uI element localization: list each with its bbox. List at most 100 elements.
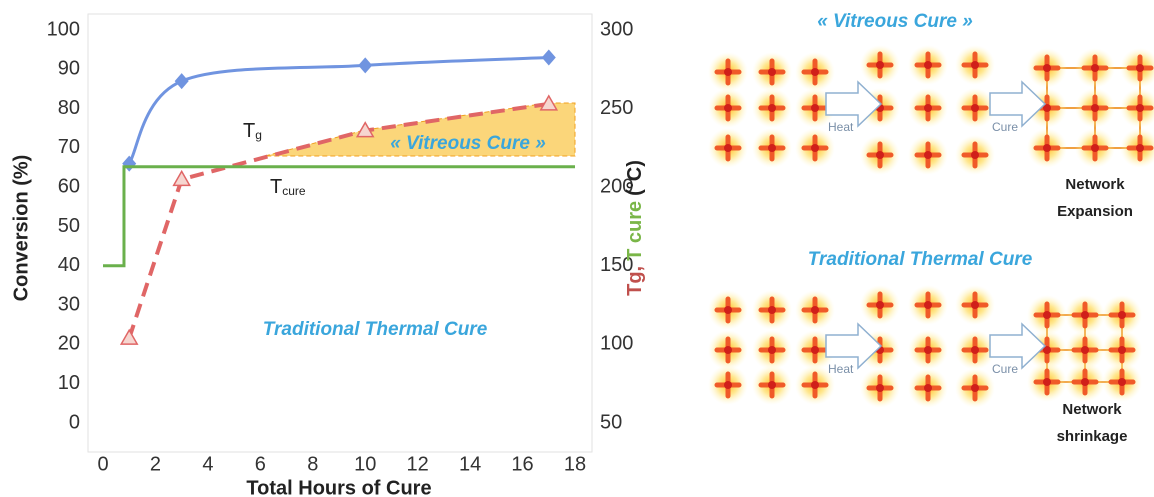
annotation-base: T [270,176,282,198]
y2-tick-label: 100 [600,333,633,355]
x-tick-label: 18 [564,453,586,475]
node-core [768,144,776,152]
y2-axis-title: Tg, T cure (°C) [624,160,646,296]
node-core [724,346,732,354]
series-line [127,101,550,339]
node-core [1043,144,1051,152]
node-core [811,68,819,76]
node-core [1043,378,1051,386]
node-core [971,301,979,309]
node-core [724,144,732,152]
node-core [1118,311,1126,319]
y-tick-label: 100 [47,18,80,40]
marker [119,328,139,345]
arrow [989,322,1047,370]
node-core [811,104,819,112]
node-core [971,151,979,159]
x-tick-label: 8 [307,453,318,475]
annotation-sub: g [255,128,262,142]
series-line [127,56,549,165]
label: Heat [828,362,854,376]
label: Heat [828,120,854,134]
node-core [971,61,979,69]
node-core [1091,144,1099,152]
y-axis-title: Conversion (%) [10,155,32,302]
vitreous-region [264,102,576,157]
node-core [811,381,819,389]
x-tick-label: 14 [459,453,481,475]
x-tick-label: 2 [150,453,161,475]
node-core [876,384,884,392]
arrow [825,80,883,128]
y2-axis-title-part: (°C) [624,160,646,196]
node-core [924,346,932,354]
annotation-base: T [243,120,255,142]
result: Network [1065,176,1125,193]
node-core [724,68,732,76]
node-core [971,384,979,392]
node-core [768,381,776,389]
title: « Vitreous Cure » [817,11,973,32]
node-core [876,61,884,69]
node-core [1118,378,1126,386]
node-core [924,301,932,309]
node-core [924,151,932,159]
marker [174,73,189,90]
x-tick-label: 4 [202,453,213,475]
y2-tick-label: 300 [600,18,633,40]
marker [355,121,375,138]
annotation: « Vitreous Cure » [390,133,546,154]
node-core [1118,346,1126,354]
label: Cure [992,120,1018,134]
x-axis-title: Total Hours of Cure [246,477,431,497]
arrow [825,322,883,370]
x-tick-label: 12 [407,453,429,475]
node-core [768,104,776,112]
y-tick-label: 70 [58,136,80,158]
y2-axis-title-part: T cure [624,201,646,261]
y2-tick-label: 250 [600,97,633,119]
node-core [924,384,932,392]
y-tick-label: 20 [58,333,80,355]
y-tick-label: 90 [58,58,80,80]
node-core [724,104,732,112]
node-core [876,151,884,159]
annotation: Tcure [270,176,306,198]
node-core [1043,311,1051,319]
node-core [724,306,732,314]
node-core [768,346,776,354]
y-tick-label: 10 [58,372,80,394]
node-core [1043,104,1051,112]
result: Network [1062,401,1122,418]
marker [539,94,559,111]
node-core [1043,346,1051,354]
node-core [924,61,932,69]
node-core [924,104,932,112]
x-tick-label: 10 [354,453,376,475]
plot-frame [87,13,593,453]
annotation: Tg [243,120,262,142]
node-core [1091,64,1099,72]
node-core [1043,64,1051,72]
node-core [1081,311,1089,319]
node-core [1136,104,1144,112]
marker [358,57,373,74]
result: shrinkage [1057,428,1128,445]
label: Cure [992,362,1018,376]
y2-tick-label: 50 [600,411,622,433]
node-core [876,301,884,309]
annotation: Traditional Thermal Cure [263,319,488,340]
y-tick-label: 80 [58,97,80,119]
x-tick-label: 0 [97,453,108,475]
node-core [1081,378,1089,386]
y-tick-label: 30 [58,293,80,315]
y-tick-label: 50 [58,215,80,237]
y-tick-label: 0 [69,411,80,433]
y-tick-label: 40 [58,254,80,276]
node-core [1136,144,1144,152]
result: Expansion [1057,203,1133,220]
node-core [1091,104,1099,112]
diagram: Heat Cure Heat Cure « Vitreous Cure » Traditi… [708,11,1154,445]
node-core [768,68,776,76]
